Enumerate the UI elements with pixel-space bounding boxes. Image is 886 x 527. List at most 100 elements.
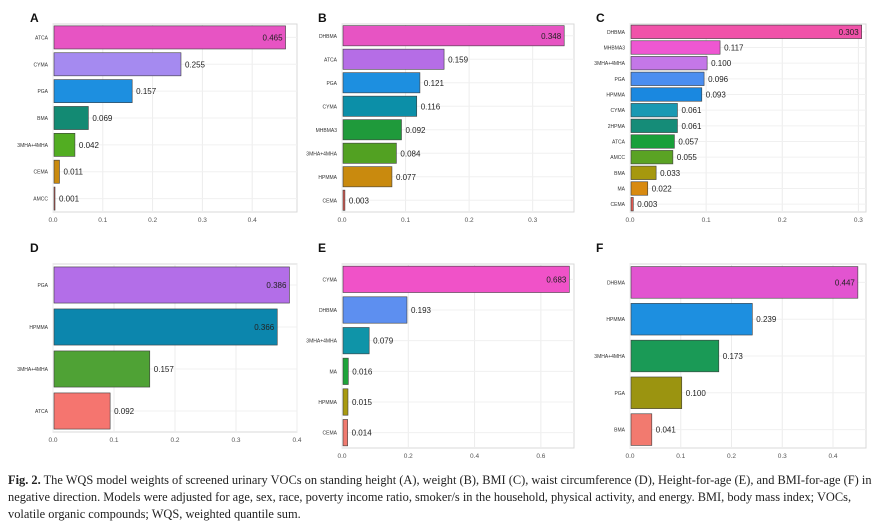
value-label: 0.015	[352, 398, 373, 407]
x-tick-label: 0.0	[48, 217, 57, 224]
value-label: 0.014	[352, 429, 373, 438]
bar	[342, 419, 348, 447]
value-label: 0.386	[266, 281, 287, 290]
caption-text: The WQS model weights of screened urinar…	[8, 473, 872, 521]
bar	[630, 376, 683, 409]
bar	[342, 327, 370, 355]
bar	[53, 25, 286, 50]
value-label: 0.157	[154, 365, 175, 374]
value-label: 0.092	[405, 126, 426, 135]
x-tick-label: 0.0	[625, 217, 634, 224]
category-label: CYMA	[323, 104, 338, 110]
value-label: 0.092	[114, 407, 135, 416]
bar	[53, 266, 290, 304]
category-label: DHBMA	[607, 280, 626, 286]
category-label: MHBMA3	[604, 46, 626, 52]
x-tick-label: 0.2	[727, 453, 736, 460]
bar	[630, 181, 649, 196]
category-label: CEMA	[323, 431, 338, 437]
x-tick-label: 0.1	[109, 437, 118, 444]
bar	[630, 24, 862, 39]
category-label: PGA	[326, 81, 337, 87]
chart-panel-d: 0.0 0.1 0.2 0.3 0.4 PGA 0.386 HPMMA 0.366 3MHA+4M…	[17, 263, 302, 444]
category-label: MA	[330, 369, 338, 375]
bar	[53, 52, 182, 77]
bar	[630, 103, 678, 118]
category-label: DHBMA	[319, 308, 338, 314]
x-tick-label: 0.2	[465, 217, 474, 224]
panel-label: E	[318, 241, 326, 255]
chart-panel-e: 0.0 0.2 0.4 0.6 CYMA 0.683 DHBMA 0.193 3MHA+4MHA…	[306, 263, 575, 460]
x-tick-label: 0.4	[828, 453, 837, 460]
panel-label: B	[318, 11, 327, 25]
bar	[53, 106, 89, 130]
bar	[630, 56, 708, 71]
category-label: DHBMA	[607, 30, 626, 36]
x-tick-label: 0.0	[625, 453, 634, 460]
value-label: 0.366	[254, 323, 275, 332]
value-label: 0.084	[400, 149, 421, 158]
category-label: 3MHA+4MHA	[306, 339, 337, 345]
x-tick-label: 0.6	[536, 453, 545, 460]
panel-label: F	[596, 241, 603, 255]
value-label: 0.465	[263, 33, 284, 42]
bar	[342, 189, 346, 211]
value-label: 0.303	[839, 28, 860, 37]
category-label: CEMA	[611, 202, 626, 208]
category-label: CYMA	[611, 108, 626, 114]
category-label: 3MHA+4MHA	[594, 354, 625, 360]
category-label: PGA	[614, 391, 625, 397]
category-label: 3MHA+4MHA	[594, 61, 625, 67]
bar	[630, 40, 721, 55]
x-tick-label: 0.1	[98, 217, 107, 224]
panel-label: C	[596, 11, 605, 25]
bar	[53, 159, 60, 184]
value-label: 0.255	[185, 60, 206, 69]
bar	[630, 165, 657, 180]
value-label: 0.041	[656, 426, 677, 435]
bar	[342, 48, 445, 70]
bar	[342, 95, 418, 117]
x-tick-label: 0.2	[148, 217, 157, 224]
value-label: 0.057	[678, 138, 699, 147]
x-tick-label: 0.4	[248, 217, 257, 224]
value-label: 0.061	[681, 122, 702, 131]
bar	[53, 186, 56, 211]
bar	[342, 25, 565, 47]
x-tick-label: 0.0	[337, 217, 346, 224]
value-label: 0.003	[637, 200, 658, 209]
bar	[53, 79, 133, 103]
value-label: 0.157	[136, 87, 157, 96]
value-label: 0.348	[541, 32, 562, 41]
category-label: PGA	[37, 89, 48, 95]
bar	[342, 72, 421, 94]
value-label: 0.683	[546, 275, 567, 284]
value-label: 0.061	[681, 106, 702, 115]
category-label: PGA	[614, 77, 625, 83]
value-label: 0.121	[424, 79, 445, 88]
bar	[342, 296, 408, 324]
x-tick-label: 0.3	[528, 217, 537, 224]
x-tick-label: 0.4	[470, 453, 479, 460]
value-label: 0.016	[352, 367, 373, 376]
bar	[630, 118, 678, 133]
bar	[53, 308, 278, 346]
plot-area	[341, 263, 575, 449]
category-label: AMCC	[33, 197, 48, 203]
category-label: ATCA	[612, 140, 626, 146]
value-label: 0.022	[652, 185, 673, 194]
category-label: 3MHA+4MHA	[17, 367, 48, 373]
bar	[342, 388, 349, 416]
x-tick-label: 0.1	[676, 453, 685, 460]
category-label: 2HPMA	[608, 124, 626, 130]
category-label: HPMMA	[606, 317, 625, 323]
category-label: HPMMA	[606, 93, 625, 99]
value-label: 0.077	[396, 173, 417, 182]
x-tick-label: 0.3	[231, 437, 240, 444]
category-label: 3MHA+4MHA	[306, 151, 337, 157]
x-tick-label: 0.3	[854, 217, 863, 224]
x-tick-label: 0.2	[778, 217, 787, 224]
bar	[53, 133, 76, 157]
panel-label: A	[30, 11, 39, 25]
category-label: 3MHA+4MHA	[17, 143, 48, 149]
